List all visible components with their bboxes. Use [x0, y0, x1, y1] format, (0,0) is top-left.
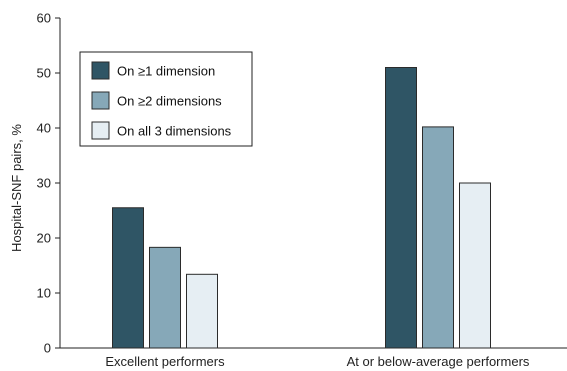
- y-tick-label: 50: [37, 66, 51, 81]
- bar-below-average-series-1: [385, 67, 417, 349]
- legend-label: On ≥2 dimensions: [117, 94, 222, 109]
- legend: On ≥1 dimension On ≥2 dimensions On all 3 …: [79, 51, 253, 147]
- y-axis: 0 10 20 30 40 50 60: [37, 11, 61, 356]
- x-axis: Excellent performers At or below-average …: [60, 347, 567, 369]
- y-tick-label: 0: [44, 341, 51, 356]
- bar-excellent-series-2: [149, 246, 181, 349]
- y-axis-title: Hospital-SNF pairs, %: [9, 124, 24, 252]
- bar-below-average-series-2: [422, 126, 454, 349]
- y-tick-label: 40: [37, 121, 51, 136]
- y-tick-label: 10: [37, 286, 51, 301]
- bar-excellent-series-3: [186, 273, 218, 349]
- bar-excellent-series-1: [112, 207, 144, 349]
- legend-swatch: [91, 121, 110, 140]
- legend-swatch: [91, 61, 110, 80]
- bar-below-average-series-3: [459, 182, 491, 349]
- y-tick-label: 30: [37, 176, 51, 191]
- x-tick-label: At or below-average performers: [347, 354, 530, 369]
- y-tick-label: 20: [37, 231, 51, 246]
- legend-label: On ≥1 dimension: [117, 64, 215, 79]
- bars: [112, 67, 491, 349]
- legend-swatch: [91, 91, 110, 110]
- y-tick-label: 60: [37, 11, 51, 26]
- legend-label: On all 3 dimensions: [117, 124, 232, 139]
- x-tick-label: Excellent performers: [105, 354, 225, 369]
